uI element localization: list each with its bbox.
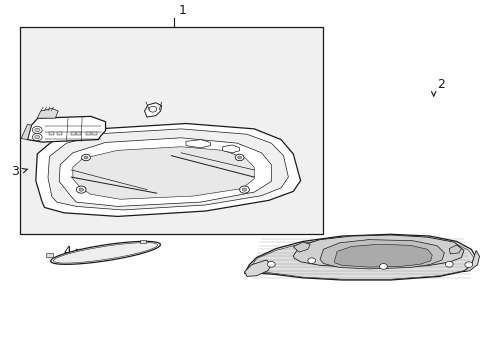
- Polygon shape: [73, 147, 254, 199]
- Polygon shape: [92, 132, 97, 135]
- Polygon shape: [462, 250, 479, 272]
- Polygon shape: [140, 240, 145, 243]
- Circle shape: [445, 261, 452, 267]
- Circle shape: [35, 135, 40, 139]
- Polygon shape: [21, 124, 31, 140]
- Text: 2: 2: [436, 78, 444, 91]
- Circle shape: [464, 262, 472, 267]
- Polygon shape: [57, 132, 61, 135]
- Polygon shape: [71, 132, 76, 135]
- Polygon shape: [27, 116, 105, 142]
- Polygon shape: [36, 123, 300, 216]
- Polygon shape: [244, 260, 271, 276]
- Circle shape: [76, 186, 86, 193]
- Circle shape: [32, 134, 42, 141]
- Polygon shape: [144, 103, 161, 117]
- Text: 1: 1: [178, 4, 186, 17]
- Polygon shape: [48, 129, 288, 210]
- Polygon shape: [51, 241, 160, 264]
- Circle shape: [79, 188, 83, 191]
- Circle shape: [379, 264, 386, 269]
- Circle shape: [307, 258, 315, 264]
- Polygon shape: [53, 243, 157, 263]
- Polygon shape: [448, 245, 461, 254]
- Polygon shape: [293, 242, 310, 252]
- Polygon shape: [86, 132, 91, 135]
- Polygon shape: [222, 145, 239, 153]
- Circle shape: [242, 188, 246, 191]
- Polygon shape: [293, 235, 463, 267]
- Polygon shape: [46, 253, 53, 257]
- Circle shape: [237, 156, 241, 159]
- Circle shape: [35, 128, 40, 132]
- Polygon shape: [334, 244, 431, 267]
- Circle shape: [32, 126, 42, 134]
- Circle shape: [84, 156, 88, 159]
- Circle shape: [239, 186, 249, 193]
- Polygon shape: [76, 132, 81, 135]
- Polygon shape: [49, 132, 54, 135]
- Polygon shape: [59, 138, 271, 206]
- Polygon shape: [251, 236, 473, 279]
- Text: 3: 3: [11, 165, 19, 178]
- Polygon shape: [20, 27, 322, 234]
- Circle shape: [235, 154, 244, 161]
- Circle shape: [149, 106, 157, 112]
- Polygon shape: [244, 234, 475, 280]
- Polygon shape: [320, 240, 444, 269]
- Polygon shape: [37, 108, 58, 118]
- Circle shape: [81, 154, 90, 161]
- Circle shape: [267, 261, 275, 267]
- Text: 4: 4: [63, 245, 71, 258]
- Polygon shape: [185, 140, 210, 148]
